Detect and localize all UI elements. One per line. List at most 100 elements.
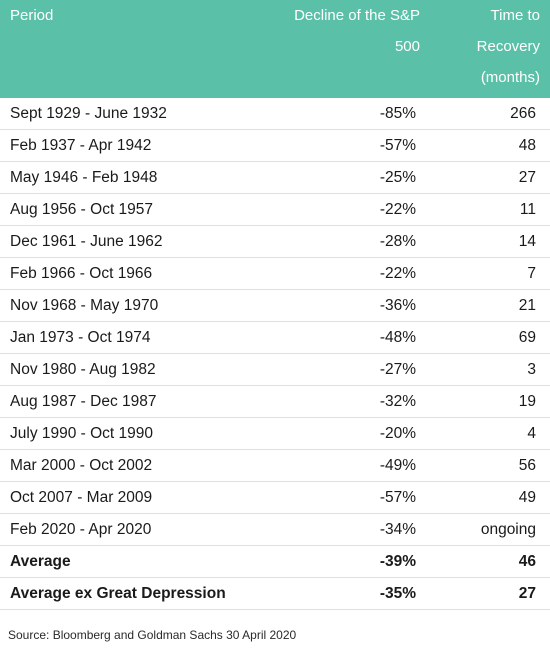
- source-note: Source: Bloomberg and Goldman Sachs 30 A…: [8, 628, 297, 642]
- period-cell: Aug 1987 - Dec 1987: [0, 385, 258, 418]
- period-cell: Oct 2007 - Mar 2009: [0, 481, 258, 514]
- decline-cell: -20%: [258, 417, 430, 450]
- period-cell-text: Average: [10, 553, 71, 570]
- decline-cell-text: -35%: [379, 585, 416, 602]
- table-row: Jan 1973 - Oct 1974 -48% 69: [0, 321, 550, 354]
- decline-cell-text: -25%: [379, 169, 416, 186]
- decline-cell-text: -22%: [379, 201, 416, 218]
- period-cell: Average ex Great Depression: [0, 577, 258, 610]
- decline-cell: -35%: [258, 577, 430, 610]
- table-row: May 1946 - Feb 1948 -25% 27: [0, 161, 550, 194]
- recovery-cell-text: 46: [518, 553, 536, 570]
- recovery-cell-text: 11: [519, 201, 536, 218]
- decline-cell-text: -48%: [379, 329, 416, 346]
- period-cell: Mar 2000 - Oct 2002: [0, 449, 258, 482]
- recovery-cell-text: 266: [510, 105, 536, 122]
- table-row: Feb 1937 - Apr 1942 -57% 48: [0, 129, 550, 162]
- decline-cell-text: -57%: [379, 489, 416, 506]
- recovery-cell-text: 3: [527, 361, 536, 378]
- recovery-cell: 3: [430, 353, 550, 386]
- header-period: Period: [0, 0, 258, 98]
- decline-cell-text: -32%: [379, 393, 416, 410]
- recovery-cell-text: 27: [518, 169, 536, 186]
- decline-cell-text: -57%: [379, 137, 416, 154]
- period-cell-text: Dec 1961 - June 1962: [10, 233, 163, 250]
- recovery-cell: 14: [430, 225, 550, 258]
- recovery-cell-text: 4: [527, 425, 536, 442]
- decline-cell: -48%: [258, 321, 430, 354]
- period-cell-text: Sept 1929 - June 1932: [10, 105, 167, 122]
- header-decline-line2: 500: [394, 38, 420, 55]
- header-recovery-line1: Time to: [490, 7, 540, 24]
- table-row: Oct 2007 - Mar 2009 -57% 49: [0, 481, 550, 514]
- table-row: Dec 1961 - June 1962 -28% 14: [0, 225, 550, 258]
- recovery-cell: 11: [430, 193, 550, 226]
- decline-cell: -22%: [258, 193, 430, 226]
- decline-cell: -25%: [258, 161, 430, 194]
- recovery-cell: 27: [430, 161, 550, 194]
- header-decline-line1: Decline of the S&P: [294, 7, 420, 24]
- recovery-cell-text: 49: [518, 489, 536, 506]
- period-cell: Feb 1966 - Oct 1966: [0, 257, 258, 290]
- recovery-cell: 19: [430, 385, 550, 418]
- decline-cell-text: -22%: [379, 265, 416, 282]
- recovery-cell-text: 48: [518, 137, 536, 154]
- header-recovery-line3: (months): [480, 69, 540, 86]
- table-row: Mar 2000 - Oct 2002 -49% 56: [0, 449, 550, 482]
- period-cell-text: Nov 1980 - Aug 1982: [10, 361, 156, 378]
- decline-cell: -57%: [258, 481, 430, 514]
- recovery-cell-text: 7: [527, 265, 536, 282]
- period-cell-text: July 1990 - Oct 1990: [10, 425, 154, 442]
- decline-cell: -22%: [258, 257, 430, 290]
- recovery-cell: 4: [430, 417, 550, 450]
- period-cell: Nov 1968 - May 1970: [0, 289, 258, 322]
- decline-cell-text: -36%: [379, 297, 416, 314]
- summary-row: Average ex Great Depression -35% 27: [0, 577, 550, 610]
- decline-cell-text: -28%: [379, 233, 416, 250]
- period-cell: July 1990 - Oct 1990: [0, 417, 258, 450]
- period-cell: Sept 1929 - June 1932: [0, 98, 258, 130]
- recovery-cell: 7: [430, 257, 550, 290]
- period-cell-text: Feb 1966 - Oct 1966: [10, 265, 153, 282]
- bear-market-table-container: Period Decline of the S&P 500 Time to Re…: [0, 0, 550, 610]
- decline-cell: -36%: [258, 289, 430, 322]
- table-row: Sept 1929 - June 1932 -85% 266: [0, 98, 550, 130]
- recovery-cell: 56: [430, 449, 550, 482]
- table-body: Sept 1929 - June 1932 -85% 266 Feb 1937 - A…: [0, 98, 550, 610]
- recovery-cell: ongoing: [430, 513, 550, 546]
- period-cell-text: Aug 1956 - Oct 1957: [10, 201, 154, 218]
- period-cell-text: Jan 1973 - Oct 1974: [10, 329, 151, 346]
- period-cell-text: Nov 1968 - May 1970: [10, 297, 159, 314]
- decline-cell: -85%: [258, 98, 430, 130]
- decline-cell-text: -20%: [379, 425, 416, 442]
- header-row: Period Decline of the S&P 500 Time to Re…: [0, 0, 550, 98]
- table-row: Feb 2020 - Apr 2020 -34% ongoing: [0, 513, 550, 546]
- table-row: Nov 1980 - Aug 1982 -27% 3: [0, 353, 550, 386]
- recovery-cell: 46: [430, 545, 550, 578]
- decline-cell-text: -34%: [379, 521, 416, 538]
- period-cell: Nov 1980 - Aug 1982: [0, 353, 258, 386]
- table-row: Aug 1987 - Dec 1987 -32% 19: [0, 385, 550, 418]
- table-header: Period Decline of the S&P 500 Time to Re…: [0, 0, 550, 98]
- table-row: Nov 1968 - May 1970 -36% 21: [0, 289, 550, 322]
- period-cell: Dec 1961 - June 1962: [0, 225, 258, 258]
- period-cell: Average: [0, 545, 258, 578]
- recovery-cell: 266: [430, 98, 550, 130]
- decline-cell-text: -39%: [379, 553, 416, 570]
- period-cell: Feb 1937 - Apr 1942: [0, 129, 258, 162]
- period-cell: Feb 2020 - Apr 2020: [0, 513, 258, 546]
- period-cell-text: Feb 1937 - Apr 1942: [10, 137, 152, 154]
- recovery-cell: 69: [430, 321, 550, 354]
- decline-cell: -27%: [258, 353, 430, 386]
- period-cell-text: Oct 2007 - Mar 2009: [10, 489, 153, 506]
- period-cell: Aug 1956 - Oct 1957: [0, 193, 258, 226]
- period-cell: Jan 1973 - Oct 1974: [0, 321, 258, 354]
- decline-cell: -32%: [258, 385, 430, 418]
- recovery-cell-text: 69: [518, 329, 536, 346]
- header-recovery-line2: Recovery: [476, 38, 540, 55]
- decline-cell-text: -49%: [379, 457, 416, 474]
- recovery-cell: 49: [430, 481, 550, 514]
- recovery-cell-text: 19: [518, 393, 536, 410]
- decline-cell: -57%: [258, 129, 430, 162]
- header-period-label: Period: [10, 7, 54, 24]
